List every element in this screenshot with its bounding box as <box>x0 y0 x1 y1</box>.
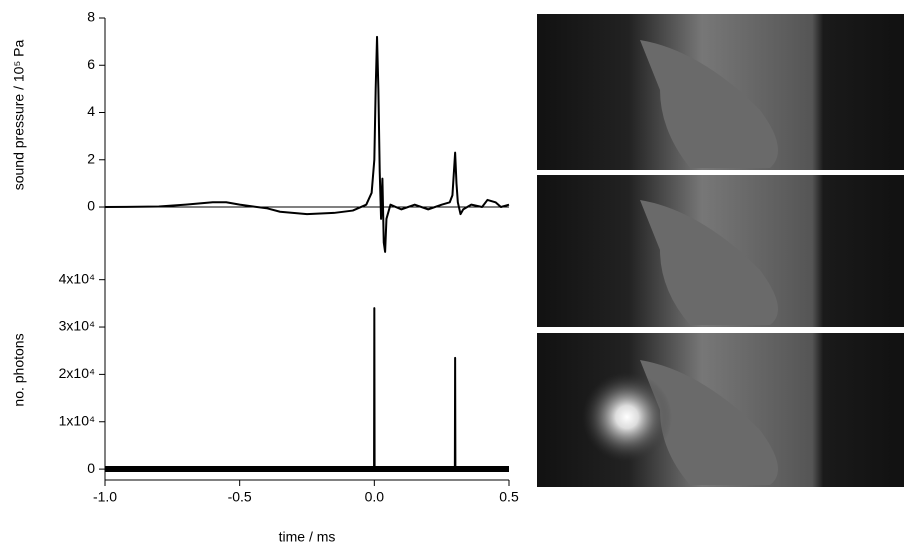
x-tick-label: -0.5 <box>228 489 252 505</box>
x-tick-label: 0.0 <box>365 489 385 505</box>
photo-panels <box>537 14 904 487</box>
y-tick-label: 0 <box>87 460 95 476</box>
y-tick-label: 2 <box>87 150 95 166</box>
y-tick-label: 6 <box>87 56 95 72</box>
data-line <box>105 307 509 471</box>
shrimp-shapes <box>640 40 778 485</box>
data-line <box>104 35 510 253</box>
y-tick-label: 4 <box>87 103 95 119</box>
y-tick-label: 1x10⁴ <box>59 412 95 428</box>
x-axis-label: time / ms <box>279 529 336 545</box>
y-tick-label: 0 <box>87 198 95 214</box>
x-tick-label: 0.5 <box>499 489 519 505</box>
y-tick-label: 3x10⁴ <box>59 318 95 334</box>
y-axis-label: sound pressure / 10⁵ Pa <box>11 40 27 191</box>
flash-glow <box>582 372 672 462</box>
plot: sound pressure / 10⁵ Pa no. photons time… <box>11 9 519 545</box>
y-tick-label: 4x10⁴ <box>59 270 95 286</box>
y-axis-label: no. photons <box>11 333 27 406</box>
y-tick-label: 8 <box>87 9 95 25</box>
x-tick-label: -1.0 <box>93 489 117 505</box>
y-tick-label: 2x10⁴ <box>59 365 95 381</box>
